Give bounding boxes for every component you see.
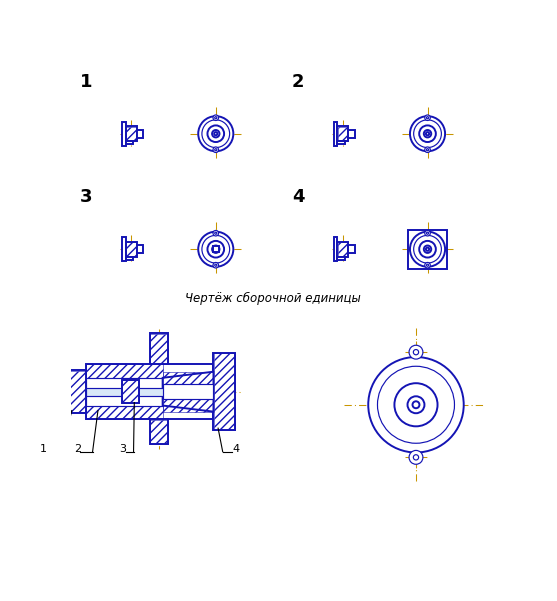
Circle shape [413,350,419,355]
Circle shape [419,241,436,258]
Text: Чертёж сборочной единицы: Чертёж сборочной единицы [185,292,360,305]
Bar [150,334,168,364]
Bar [123,380,139,403]
Bar [123,237,125,261]
Bar [136,245,143,254]
Circle shape [414,120,441,148]
Bar [334,237,338,261]
Circle shape [419,126,436,142]
Bar [125,126,136,141]
Circle shape [427,148,428,151]
Bar [125,257,133,260]
Circle shape [212,246,219,253]
Circle shape [425,147,431,153]
Circle shape [427,117,428,119]
Circle shape [409,450,423,465]
Circle shape [215,148,217,151]
Text: 1: 1 [80,73,93,91]
Bar [125,242,136,257]
Bar [126,127,136,141]
Bar [213,246,219,252]
Bar [86,388,180,396]
Bar [214,353,234,430]
Bar [86,364,163,378]
Circle shape [427,264,428,266]
Bar [70,370,86,413]
Bar [150,419,168,444]
Circle shape [410,231,445,267]
Circle shape [425,115,431,120]
Circle shape [413,401,419,408]
Circle shape [213,230,218,236]
Bar [163,399,213,412]
Circle shape [425,230,431,236]
Circle shape [424,130,431,138]
Polygon shape [163,371,213,412]
Bar [86,364,213,419]
Circle shape [215,232,217,234]
Circle shape [408,396,424,413]
Bar [338,141,345,144]
Circle shape [207,126,224,142]
Bar [408,230,447,269]
Circle shape [394,383,438,426]
Text: 3: 3 [120,445,126,454]
Circle shape [207,241,224,258]
Text: 4: 4 [233,445,240,454]
Circle shape [427,232,428,234]
Bar [123,122,125,145]
Circle shape [215,117,217,119]
Bar [338,126,348,141]
Circle shape [198,231,233,267]
Circle shape [425,263,431,268]
Text: 4: 4 [292,188,305,206]
Text: 2: 2 [292,73,305,91]
Circle shape [202,236,229,263]
Circle shape [409,345,423,359]
Circle shape [414,236,441,263]
Circle shape [213,147,218,153]
Text: 2: 2 [74,445,81,454]
Circle shape [426,132,429,135]
Circle shape [213,115,218,120]
Bar [150,419,168,444]
Circle shape [378,366,455,444]
Bar [70,371,86,412]
Circle shape [426,248,429,251]
Ellipse shape [46,385,68,398]
Text: 1: 1 [40,445,47,454]
Bar [348,245,355,254]
Bar [125,141,133,144]
Bar [348,130,355,138]
Circle shape [410,116,445,151]
Circle shape [413,455,419,460]
Circle shape [202,120,229,148]
Bar [126,242,136,256]
Bar [136,130,143,138]
Bar [163,371,213,385]
Circle shape [213,263,218,268]
Circle shape [214,248,217,251]
Circle shape [198,116,233,151]
Circle shape [424,246,431,253]
Bar [338,242,348,256]
Bar [338,242,348,257]
Circle shape [215,264,217,266]
Circle shape [214,132,217,135]
Bar [86,378,163,406]
Circle shape [212,130,219,138]
Bar [150,333,168,364]
Bar [338,257,345,260]
Circle shape [368,357,464,453]
Bar [122,380,139,403]
Bar [163,385,213,399]
Bar [86,406,163,419]
Bar [213,353,235,430]
Bar [334,122,338,145]
Bar [338,127,348,141]
Text: 3: 3 [80,188,93,206]
